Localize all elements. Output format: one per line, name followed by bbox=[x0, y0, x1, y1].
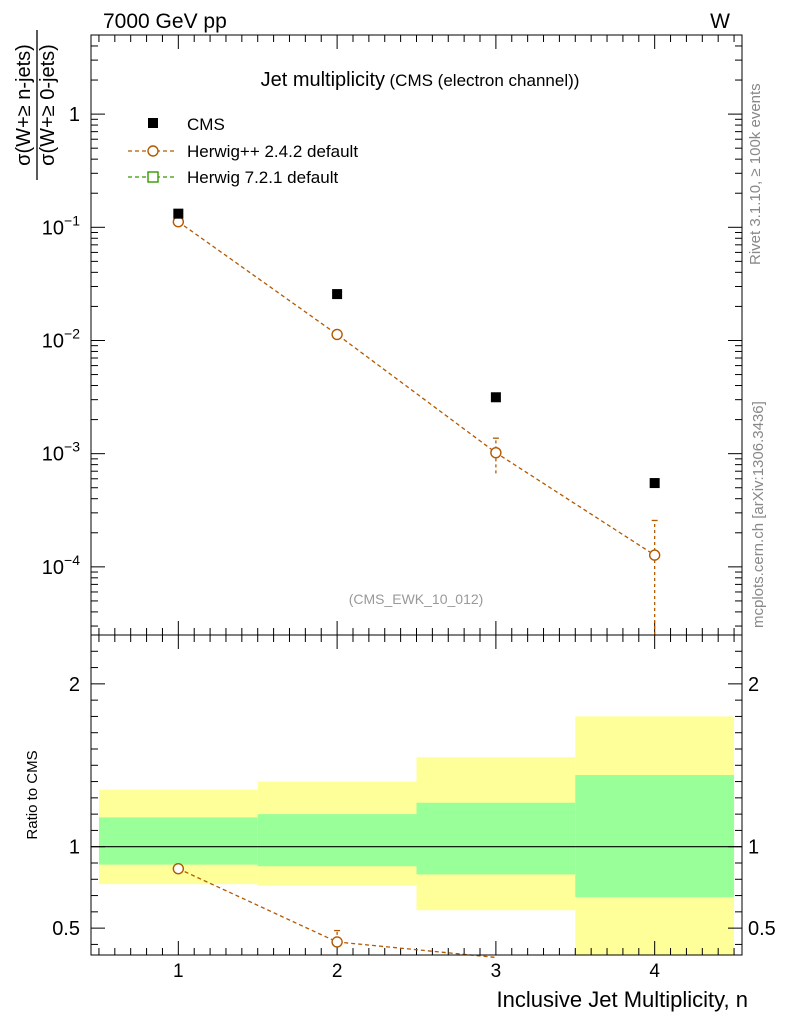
ratio-y-tick-label-right: 1 bbox=[748, 837, 759, 859]
y-tick-label: 10−1 bbox=[42, 212, 80, 239]
y-tick-exponent: −2 bbox=[64, 325, 80, 341]
y-tick-base: 10 bbox=[42, 330, 64, 352]
x-tick-label: 2 bbox=[332, 961, 343, 982]
x-tick-label: 1 bbox=[173, 961, 184, 982]
ratio-y-tick-label-left: 2 bbox=[69, 674, 80, 696]
x-axis-label: Inclusive Jet Multiplicity, n bbox=[497, 987, 748, 1012]
legend: CMS Herwig++ 2.4.2 default Herwig 7.2.1 … bbox=[128, 115, 358, 187]
cms-point bbox=[490, 392, 501, 403]
legend-cms-marker bbox=[148, 118, 158, 128]
ratio-y-tick-label-left: 0.5 bbox=[52, 918, 80, 940]
cms-point bbox=[332, 289, 343, 300]
ratio-inner-band bbox=[98, 817, 258, 865]
ylabel-numerator: σ(W+≥ n-jets) bbox=[13, 44, 35, 166]
ratio-herwig-old-line bbox=[178, 868, 496, 959]
main-data bbox=[172, 208, 661, 635]
rivet-label: Rivet 3.1.10, ≥ 100k events bbox=[747, 83, 764, 265]
ratio-y-tick-label-right: 0.5 bbox=[748, 918, 776, 940]
y-tick-label: 1 bbox=[69, 104, 80, 126]
ratio-inner-band bbox=[416, 802, 576, 875]
legend-herwig-new-marker bbox=[147, 171, 159, 183]
ratio-panel: 2 2 1 1 0.5 0.5 Ratio to CMS bbox=[24, 634, 776, 959]
y-tick-exponent: −3 bbox=[64, 439, 80, 455]
cms-point bbox=[173, 208, 184, 219]
ratio-inner-band bbox=[257, 814, 417, 867]
herwig-old-point bbox=[490, 446, 502, 459]
cms-point bbox=[649, 478, 660, 489]
analysis-id-label: (CMS_EWK_10_012) bbox=[349, 591, 484, 607]
herwig-old-line bbox=[177, 221, 656, 556]
y-tick-label: 10−4 bbox=[42, 552, 80, 579]
header-right-label: W bbox=[710, 10, 730, 33]
ratio-bands bbox=[98, 716, 735, 955]
x-tick-label: 3 bbox=[491, 961, 502, 982]
header-left-label: 7000 GeV pp bbox=[103, 10, 227, 33]
mcplots-label: mcplots.cern.ch [arXiv:1306.3436] bbox=[750, 401, 767, 628]
title-main: Jet multiplicity bbox=[261, 69, 385, 91]
herwig-old-point bbox=[331, 328, 343, 341]
ratio-herwig-old-point bbox=[172, 862, 185, 875]
title-sub: (CMS (electron channel)) bbox=[390, 71, 580, 90]
y-tick-base: 10 bbox=[42, 557, 64, 579]
y-tick-base: 10 bbox=[42, 444, 64, 466]
main-ticks: 110−110−210−310−4 bbox=[42, 34, 742, 635]
x-tick-label: 4 bbox=[649, 961, 660, 982]
legend-cms-label: CMS bbox=[187, 115, 225, 134]
y-tick-exponent: −1 bbox=[64, 212, 80, 228]
y-tick-label: 10−3 bbox=[42, 439, 80, 466]
y-tick-base: 1 bbox=[69, 104, 80, 126]
ratio-y-tick-label-left: 1 bbox=[69, 837, 80, 859]
y-tick-exponent: −4 bbox=[64, 552, 80, 568]
ratio-frame bbox=[90, 634, 743, 956]
herwig-old-point bbox=[648, 549, 661, 561]
main-ylabel: σ(W+≥ n-jets) σ(W+≥ 0-jets) bbox=[13, 30, 59, 180]
ratio-herwig-old-point bbox=[331, 936, 343, 948]
ratio-ylabel: Ratio to CMS bbox=[24, 750, 41, 839]
ratio-inner-band bbox=[575, 775, 735, 898]
legend-herwig-new-label: Herwig 7.2.1 default bbox=[187, 168, 338, 187]
y-tick-base: 10 bbox=[42, 217, 64, 239]
y-tick-label: 10−2 bbox=[42, 325, 80, 352]
ylabel-denominator: σ(W+≥ 0-jets) bbox=[37, 44, 59, 166]
x-tick-labels: 1 2 3 4 bbox=[173, 961, 660, 982]
ratio-ticks: 2 2 1 1 0.5 0.5 bbox=[52, 635, 776, 955]
legend-herwig-old-marker bbox=[147, 145, 159, 157]
main-panel: 110−110−210−310−4 Jet multiplicity (CMS … bbox=[42, 34, 743, 636]
plot-title: Jet multiplicity (CMS (electron channel)… bbox=[261, 69, 580, 91]
ratio-y-tick-label-right: 2 bbox=[748, 674, 759, 696]
legend-herwig-old-label: Herwig++ 2.4.2 default bbox=[187, 142, 358, 161]
ratio-data bbox=[172, 862, 496, 959]
